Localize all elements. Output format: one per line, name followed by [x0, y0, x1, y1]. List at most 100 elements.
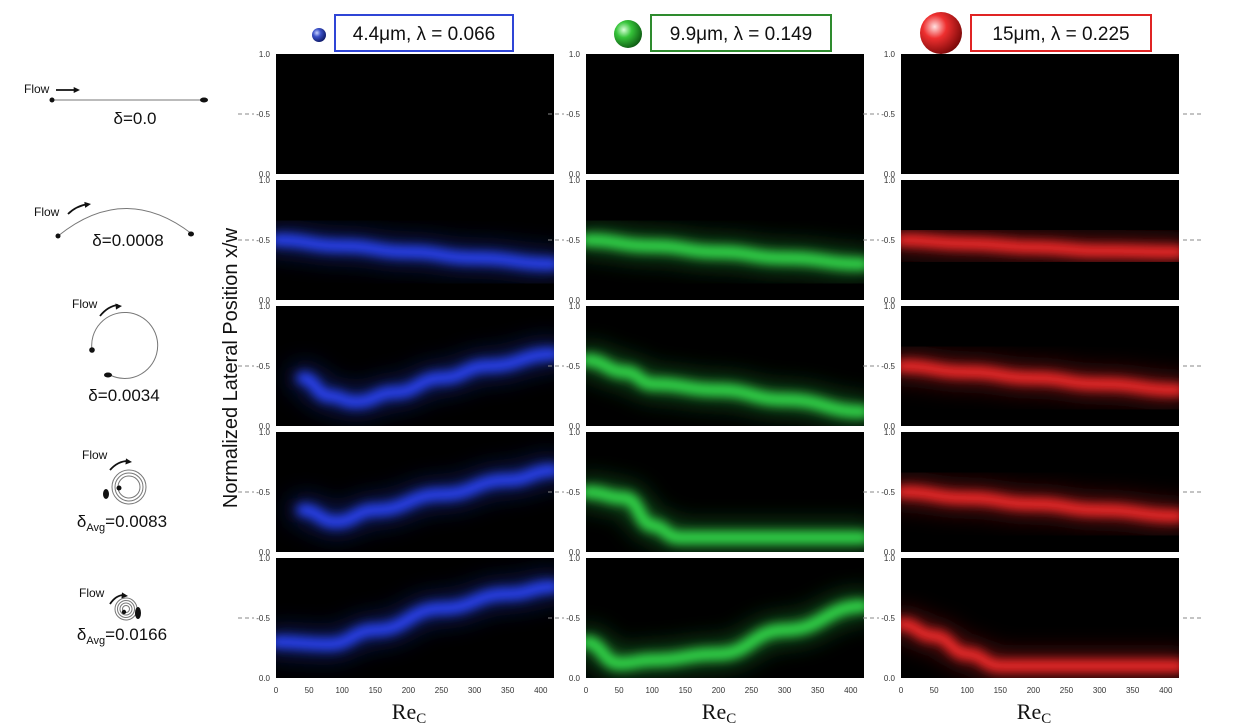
heatmap-panel	[586, 54, 864, 174]
y-tick-label: -0.5	[566, 614, 580, 623]
y-tick-label: 1.0	[884, 302, 896, 311]
y-tick-label: 1.0	[569, 428, 581, 437]
y-tick-label: 0.0	[259, 674, 271, 683]
y-tick-label: -0.5	[881, 488, 895, 497]
column-header-3: 15μm, λ = 0.225	[920, 12, 1152, 54]
y-tick-label: 0.0	[884, 674, 896, 683]
y-tick-label: 1.0	[259, 554, 271, 563]
x-axis-label: ReC	[702, 699, 736, 726]
y-tick-label: -0.5	[881, 614, 895, 623]
heatmap-panel	[276, 558, 554, 678]
x-tick-label: 200	[402, 686, 416, 695]
schematic-arc-channel: Flow δ=0.0008	[34, 201, 194, 250]
x-tick-label: 100	[336, 686, 350, 695]
y-tick-label: 1.0	[259, 302, 271, 311]
y-tick-label: 1.0	[884, 50, 896, 59]
flow-arrow-icon	[109, 460, 129, 471]
y-tick-label: 0.0	[259, 548, 271, 557]
spiral-loop	[117, 475, 141, 499]
spiral-loop	[114, 472, 144, 502]
flow-arrow-icon	[99, 304, 119, 317]
y-tick-label: 1.0	[884, 554, 896, 563]
heatmap-grid	[276, 54, 1179, 678]
x-tick-label: 300	[1093, 686, 1107, 695]
axes: 1.0-0.50.01.0-0.50.01.0-0.50.01.0-0.50.0…	[238, 50, 1203, 726]
y-tick-label: 0.0	[569, 422, 581, 431]
y-tick-label: -0.5	[881, 236, 895, 245]
heatmap-panel	[276, 306, 554, 426]
y-tick-label: 0.0	[259, 296, 271, 305]
y-tick-label: 0.0	[569, 170, 581, 179]
y-tick-label: 1.0	[569, 176, 581, 185]
particle-sphere-large-icon	[920, 12, 962, 54]
y-tick-label: -0.5	[881, 110, 895, 119]
x-tick-label: 100	[646, 686, 660, 695]
inlet-dot-icon	[49, 97, 55, 103]
heatmap-panel	[586, 432, 864, 552]
x-tick-label: 200	[1027, 686, 1041, 695]
x-tick-label: 400	[1159, 686, 1173, 695]
x-tick-label: 400	[844, 686, 858, 695]
arrow-head-icon	[115, 303, 122, 310]
y-axis-label: Normalized Lateral Position x/w	[220, 227, 242, 508]
y-tick-label: 1.0	[259, 50, 271, 59]
channel-schematics: Flow δ=0.0 Flow δ=0.0008 Flow δ=0.0034 Flow δAv…	[24, 82, 208, 647]
x-tick-label: 0	[274, 686, 279, 695]
particle-band	[296, 348, 554, 409]
inlet-dot-icon	[55, 233, 61, 239]
delta-label: δ=0.0034	[88, 386, 159, 405]
y-tick-label: 0.0	[569, 296, 581, 305]
x-tick-label: 250	[1060, 686, 1074, 695]
x-tick-label: 150	[369, 686, 383, 695]
y-tick-label: 1.0	[884, 176, 896, 185]
particle-band	[901, 234, 1179, 258]
particle-band	[586, 600, 864, 670]
x-tick-label: 250	[745, 686, 759, 695]
delta-label: δ=0.0	[113, 109, 156, 128]
outlet-icon	[200, 97, 208, 103]
x-tick-label: 50	[930, 686, 939, 695]
particle-band	[901, 618, 1179, 673]
y-tick-label: -0.5	[256, 488, 270, 497]
channel-line	[57, 208, 193, 237]
arrow-head-icon	[121, 592, 128, 599]
heatmap-panel	[276, 54, 554, 174]
spiral-loop	[117, 600, 135, 618]
y-tick-label: 1.0	[569, 302, 581, 311]
column-header-2: 9.9μm, λ = 0.149	[614, 14, 832, 52]
x-tick-label: 350	[811, 686, 825, 695]
heatmap-panel	[901, 558, 1179, 678]
y-tick-label: 0.0	[884, 422, 896, 431]
inlet-dot-icon	[116, 485, 122, 491]
heatmap-panel	[901, 180, 1179, 300]
arrow-head-icon	[84, 201, 91, 208]
inlet-dot-icon	[121, 609, 127, 615]
heatmap-panel	[901, 306, 1179, 426]
flow-label: Flow	[79, 586, 105, 600]
spiral-loop	[114, 597, 138, 621]
y-tick-label: -0.5	[881, 362, 895, 371]
heatmap-panel	[276, 180, 554, 300]
particle-band	[586, 354, 864, 418]
inlet-dot-icon	[89, 347, 95, 353]
y-tick-label: -0.5	[256, 362, 270, 371]
outlet-icon	[188, 231, 194, 237]
outlet-icon	[103, 489, 109, 499]
y-tick-label: 0.0	[259, 422, 271, 431]
y-tick-label: 0.0	[259, 170, 271, 179]
flow-label: Flow	[34, 205, 60, 219]
header-box-2	[650, 14, 832, 52]
flow-label: Flow	[24, 82, 50, 96]
header-label-2: 9.9μm, λ = 0.149	[670, 24, 812, 45]
heatmap-panel	[276, 432, 554, 552]
y-tick-label: 1.0	[259, 176, 271, 185]
particle-sphere-medium-icon	[614, 20, 642, 48]
y-tick-label: 1.0	[569, 554, 581, 563]
heatmap-panel	[586, 306, 864, 426]
particle-band	[901, 486, 1179, 522]
x-tick-label: 100	[961, 686, 975, 695]
channel-line	[91, 311, 159, 379]
schematic-straight-channel: Flow δ=0.0	[24, 82, 208, 128]
x-axis-label: ReC	[392, 699, 426, 726]
